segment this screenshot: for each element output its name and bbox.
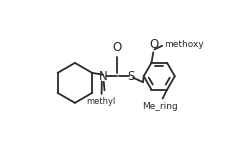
- Text: N: N: [99, 70, 108, 83]
- Text: methyl: methyl: [86, 97, 115, 106]
- Text: O: O: [149, 38, 158, 51]
- Text: S: S: [127, 70, 135, 83]
- Text: O: O: [112, 41, 122, 54]
- Text: Me_ring: Me_ring: [142, 102, 178, 111]
- Text: methoxy: methoxy: [164, 40, 204, 49]
